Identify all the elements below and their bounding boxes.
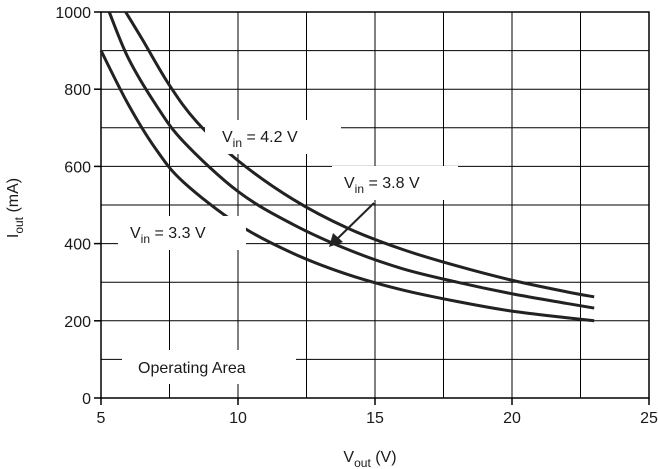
y-tick-label: 600 <box>64 159 91 176</box>
annotation-arrow <box>335 202 375 241</box>
y-tick-label: 800 <box>64 82 91 99</box>
label-mask-3v8 <box>332 166 458 200</box>
tick-labels: 5 10 15 20 25 0 200 400 600 800 1000 <box>55 5 658 427</box>
annotation-arrowhead <box>329 233 343 247</box>
series-label-vin-3v8: Vin = 3.8 V <box>344 175 420 196</box>
y-tick-label: 0 <box>82 391 91 408</box>
y-tick-label: 1000 <box>55 5 91 22</box>
x-tick-label: 25 <box>640 410 658 427</box>
y-tick-label: 200 <box>64 314 91 331</box>
y-axis-label: Iout (mA) <box>5 178 26 238</box>
x-tick-label: 5 <box>97 410 106 427</box>
series-line-vin-3v8 <box>107 11 595 310</box>
x-tick-label: 10 <box>229 410 247 427</box>
x-tick-label: 15 <box>366 410 384 427</box>
grid <box>100 11 650 399</box>
series-line-vin-3v3 <box>99 49 595 323</box>
series-label-vin-3v3: Vin = 3.3 V <box>130 225 206 246</box>
operating-area-label: Operating Area <box>138 360 246 377</box>
x-tick-label: 20 <box>503 410 521 427</box>
label-mask-3v3 <box>118 216 246 250</box>
label-mask-operating-area <box>122 350 296 384</box>
series-curves <box>99 11 595 323</box>
series-label-vin-4v2: Vin = 4.2 V <box>222 129 298 150</box>
series-line-vin-4v2 <box>124 11 595 299</box>
x-axis-label: Vout (V) <box>343 449 396 469</box>
label-mask-4v2 <box>205 120 341 154</box>
y-tick-label: 400 <box>64 237 91 254</box>
